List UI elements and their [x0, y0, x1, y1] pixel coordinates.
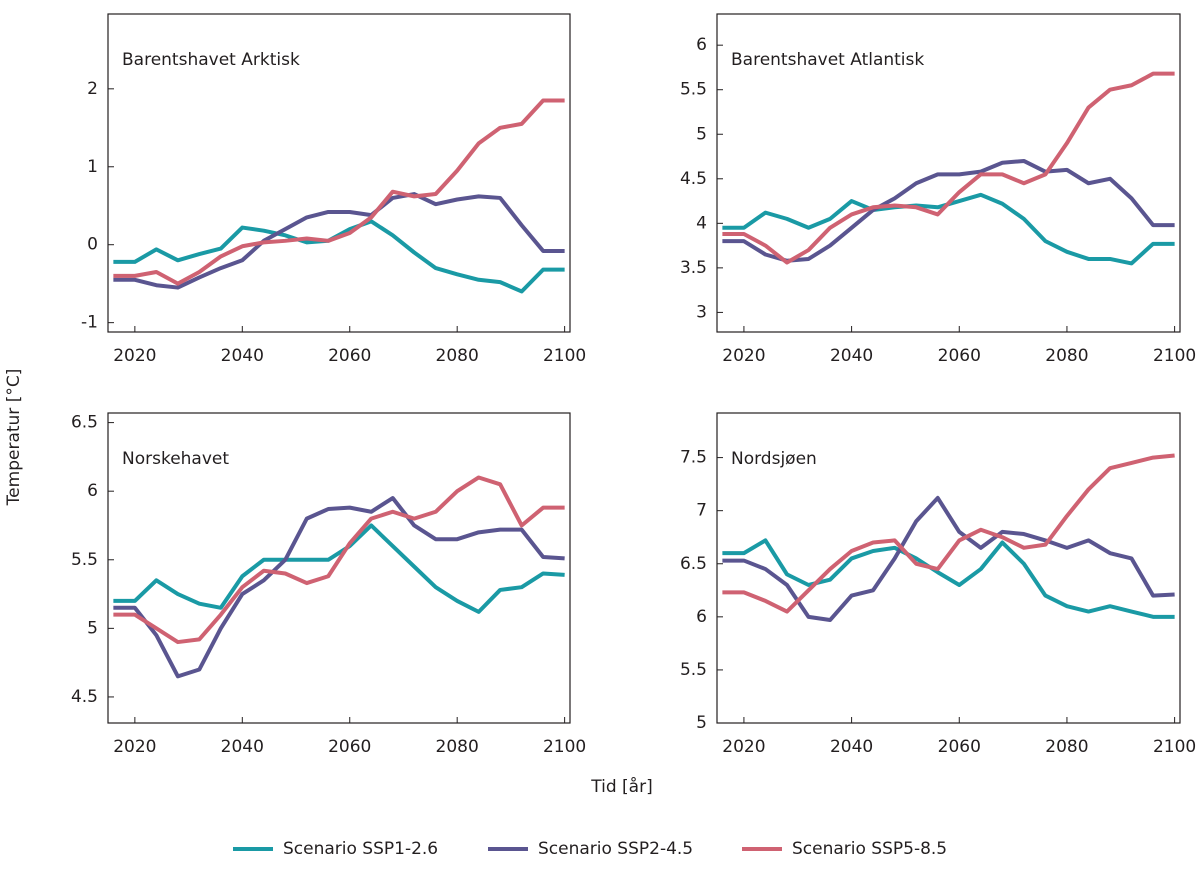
x-tick-label: 2060 — [328, 346, 371, 366]
y-tick-label: 6.5 — [71, 413, 98, 433]
y-tick-label: 3.5 — [680, 258, 707, 278]
x-tick-label: 2080 — [1045, 346, 1088, 366]
panel: 4.5 5 5.5 6 6.5 2020 2040 2060 2080 2100 Norskehav… — [71, 412, 586, 757]
series-line — [722, 158, 1175, 263]
legend-label: Scenario SSP5-8.5 — [792, 839, 947, 859]
series-line — [722, 495, 1175, 623]
x-axis-label: Tid [år] — [590, 776, 652, 797]
x-tick-label: 2020 — [113, 737, 156, 757]
plot-frame — [107, 13, 571, 333]
panel-title: Barentshavet Atlantisk — [731, 50, 924, 70]
y-tick-label: 6 — [87, 481, 98, 501]
x-tick-label: 2060 — [328, 737, 371, 757]
x-tick-label: 2080 — [1045, 737, 1088, 757]
y-tick-label: 1 — [87, 157, 98, 177]
legend-label: Scenario SSP2-4.5 — [538, 839, 693, 859]
y-tick-label: 5 — [87, 618, 98, 638]
x-tick-label: 2040 — [830, 737, 873, 757]
y-axis-label: Temperatur [°C] — [4, 369, 24, 507]
panel: -1 0 1 2 2020 2040 2060 2080 2100 Barentshavet Ar… — [81, 13, 586, 366]
x-tick-label: 2060 — [938, 346, 981, 366]
panel-title: Nordsjøen — [731, 449, 817, 469]
y-tick-label: 5 — [696, 713, 707, 733]
legend-label: Scenario SSP1-2.6 — [283, 839, 438, 859]
series-line — [113, 98, 565, 286]
plot-frame — [716, 13, 1181, 333]
panel-title: Norskehavet — [122, 449, 229, 469]
series-line — [722, 71, 1175, 265]
x-tick-label: 2020 — [113, 346, 156, 366]
x-tick-label: 2040 — [221, 737, 264, 757]
y-tick-label: -1 — [81, 313, 98, 333]
plot-frame — [716, 412, 1181, 724]
x-tick-label: 2020 — [722, 737, 765, 757]
y-tick-label: 6 — [696, 35, 707, 55]
y-tick-label: 5 — [696, 124, 707, 144]
series-line — [722, 538, 1175, 619]
y-tick-label: 5.5 — [680, 660, 707, 680]
y-tick-label: 4.5 — [680, 169, 707, 189]
y-tick-label: 6.5 — [680, 554, 707, 574]
y-tick-label: 7 — [696, 501, 707, 521]
plot-frame — [107, 412, 571, 724]
x-tick-label: 2100 — [543, 737, 586, 757]
panel: 5 5.5 6 6.5 7 7.5 2020 2040 2060 2080 2100 Nordsjøe… — [680, 412, 1196, 757]
y-tick-label: 0 — [87, 235, 98, 255]
x-tick-label: 2100 — [1153, 737, 1196, 757]
y-tick-label: 7.5 — [680, 448, 707, 468]
y-tick-label: 6 — [696, 607, 707, 627]
x-tick-label: 2040 — [830, 346, 873, 366]
series-line — [113, 523, 565, 614]
x-tick-label: 2040 — [221, 346, 264, 366]
x-tick-label: 2080 — [436, 346, 479, 366]
series-line — [113, 192, 565, 290]
panel: 3 3.5 4 4.5 5 5.5 6 2020 2040 2060 2080 2100 Barents… — [680, 13, 1196, 366]
y-tick-label: 5.5 — [680, 80, 707, 100]
x-tick-label: 2060 — [938, 737, 981, 757]
legend: Scenario SSP1-2.6 Scenario SSP2-4.5 Scenar… — [233, 839, 947, 859]
series-line — [113, 475, 565, 645]
x-tick-label: 2100 — [1153, 346, 1196, 366]
series-line — [722, 453, 1175, 614]
x-tick-label: 2100 — [543, 346, 586, 366]
series-line — [113, 496, 565, 679]
y-tick-label: 4 — [696, 213, 707, 233]
x-tick-label: 2080 — [436, 737, 479, 757]
y-tick-label: 2 — [87, 79, 98, 99]
y-tick-label: 5.5 — [71, 550, 98, 570]
panel-title: Barentshavet Arktisk — [122, 50, 300, 70]
x-tick-label: 2020 — [722, 346, 765, 366]
y-tick-label: 4.5 — [71, 687, 98, 707]
y-tick-label: 3 — [696, 302, 707, 322]
